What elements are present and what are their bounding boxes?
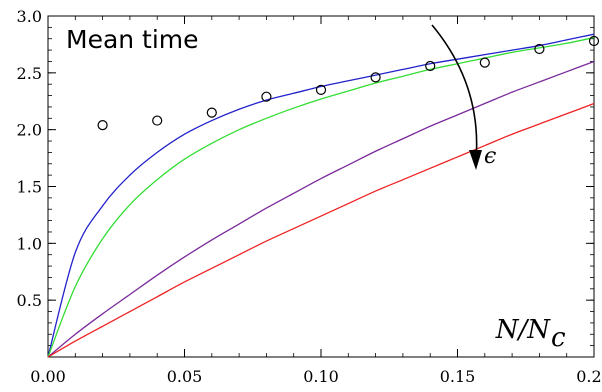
y-tick-label: 1.5: [17, 178, 42, 197]
axis-tick-labels: 0.00 0.05 0.10 0.15 0.20 0.5 1.0 1.5 2.0 2.5 3.0: [17, 7, 602, 386]
series-line-4: [47, 102, 595, 358]
series-lines: [47, 33, 595, 358]
x-tick-label: 0.00: [30, 367, 66, 386]
x-tick-label: 0.15: [440, 367, 476, 386]
x-tick-label: 0.20: [576, 367, 602, 386]
scatter-point: [588, 35, 600, 47]
x-axis-label-subscript: c: [551, 323, 566, 353]
epsilon-arrow-curve: [431, 24, 478, 161]
scatter-points: [97, 35, 600, 131]
axis-ticks: [47, 15, 595, 358]
x-axis-label: N/N c: [495, 315, 566, 353]
scatter-point: [315, 84, 327, 95]
scatter-point: [534, 43, 545, 55]
x-axis-label-main: N/N: [495, 315, 552, 345]
series-line-2: [47, 36, 595, 358]
y-tick-label: 1.0: [17, 234, 42, 253]
y-tick-label: 2.5: [17, 64, 42, 83]
chart-title: Mean time: [66, 25, 199, 54]
y-tick-label: 3.0: [17, 7, 42, 26]
x-tick-label: 0.05: [167, 367, 203, 386]
scatter-point: [152, 115, 163, 126]
y-tick-label: 2.0: [17, 121, 42, 140]
epsilon-arrow-head: [469, 150, 482, 170]
scatter-point: [261, 91, 272, 102]
series-line-3: [47, 60, 595, 358]
x-tick-label: 0.10: [303, 367, 339, 386]
epsilon-arrow: [431, 24, 482, 170]
plot-frame: [47, 15, 595, 358]
scatter-point: [97, 120, 108, 131]
y-tick-label: 0.5: [17, 291, 42, 310]
scatter-point: [206, 107, 217, 118]
scatter-point: [479, 57, 490, 68]
scatter-point: [370, 72, 381, 83]
epsilon-label: ϵ: [484, 144, 496, 169]
series-line-1: [47, 33, 595, 358]
scatter-point: [425, 60, 436, 72]
